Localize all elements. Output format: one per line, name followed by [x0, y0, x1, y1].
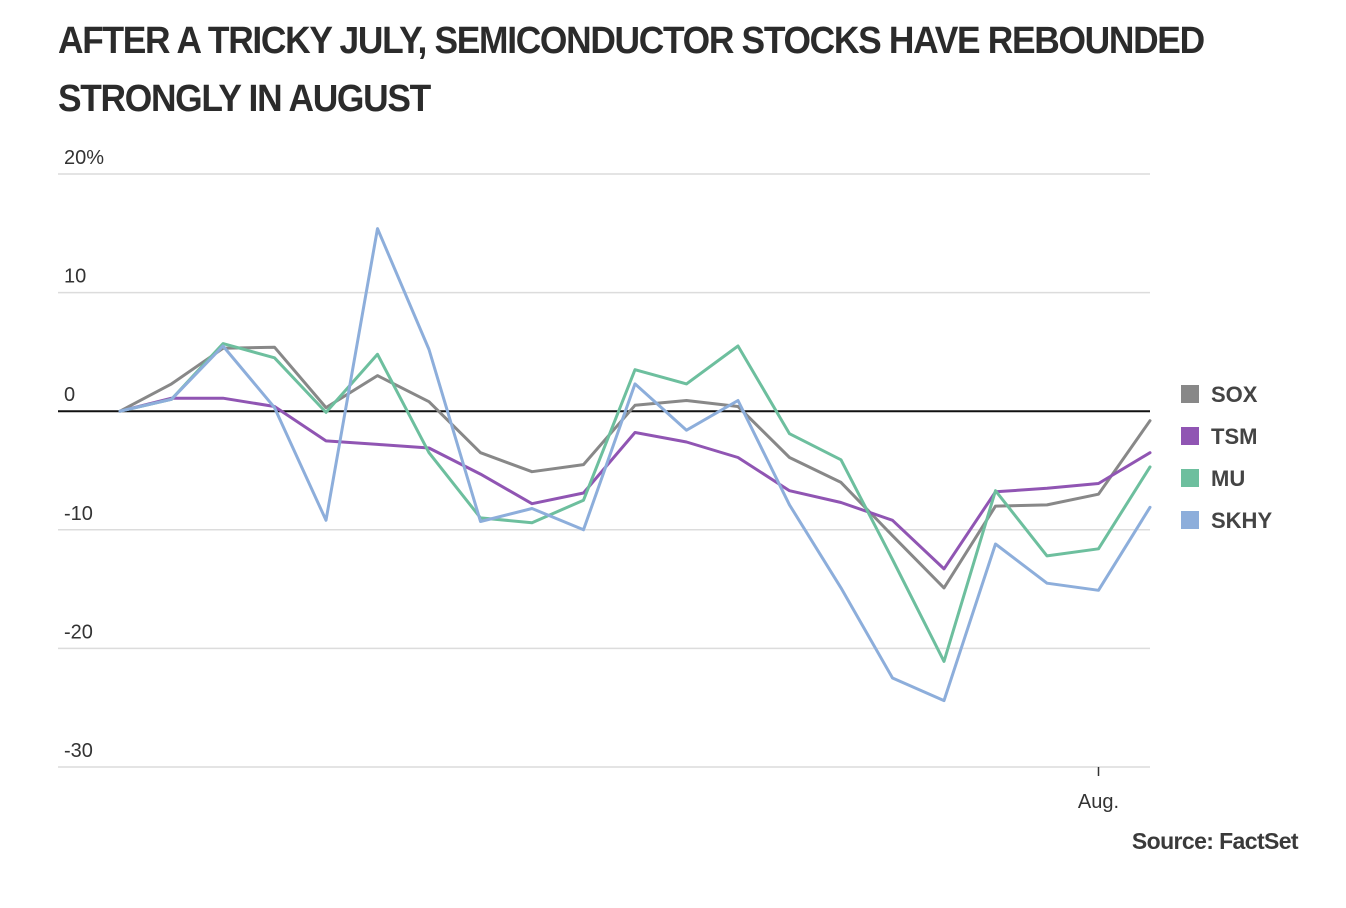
- grid-lines: [58, 173, 1150, 768]
- series-lines: [118, 227, 1152, 703]
- legend-label-mu: MU: [1211, 466, 1245, 491]
- legend-label-tsm: TSM: [1211, 424, 1257, 449]
- series-line-sox: [118, 345, 1152, 590]
- y-tick-label: -10: [64, 503, 93, 525]
- series-line-skhy: [118, 227, 1152, 703]
- y-tick-label: -20: [64, 621, 93, 643]
- legend-swatch-mu: [1181, 469, 1199, 487]
- y-tick-label: 20%: [64, 147, 104, 169]
- legend-swatch-sox: [1181, 385, 1199, 403]
- x-axis-ticks: Aug.: [1078, 767, 1119, 813]
- legend: SOX TSM MU SKHY: [1181, 382, 1272, 533]
- legend-swatch-skhy: [1181, 511, 1199, 529]
- y-tick-label: -30: [64, 740, 93, 762]
- chart-title: AFTER A TRICKY JULY, SEMICONDUCTOR STOCK…: [58, 20, 1205, 120]
- y-tick-label: 10: [64, 266, 86, 288]
- legend-label-sox: SOX: [1211, 382, 1258, 407]
- legend-swatch-tsm: [1181, 427, 1199, 445]
- legend-label-skhy: SKHY: [1211, 508, 1272, 533]
- source-note: Source: FactSet: [1131, 828, 1299, 854]
- y-tick-label: 0: [64, 384, 75, 406]
- series-line-mu: [118, 342, 1152, 663]
- x-tick-label: Aug.: [1078, 791, 1119, 813]
- y-tick-labels: 20% 10 0 -10 -20 -30: [64, 147, 104, 762]
- series-line-tsm: [118, 396, 1152, 571]
